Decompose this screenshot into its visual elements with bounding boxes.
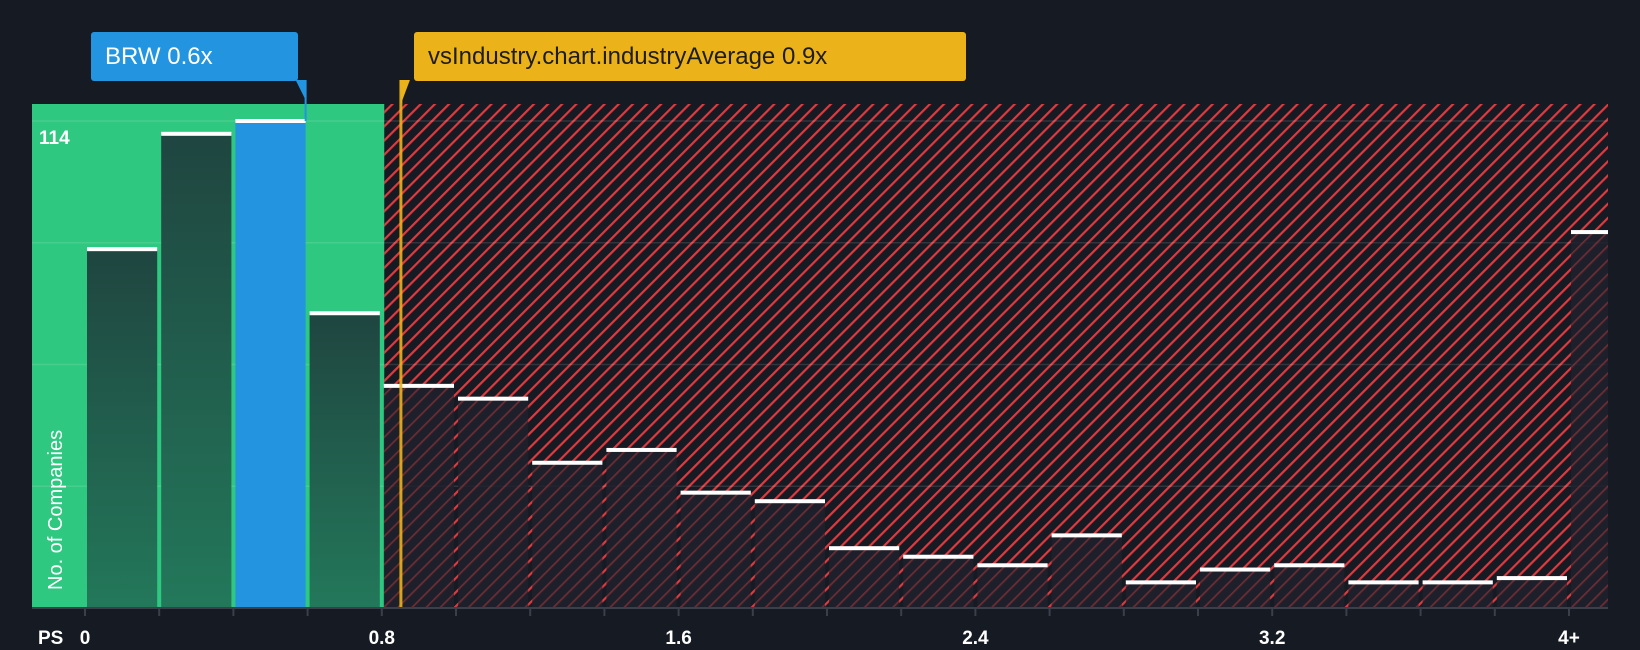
histogram-bar [1125,582,1196,608]
x-tick-label: 0 [80,628,91,649]
histogram-bar [606,449,677,608]
histogram-bar [903,556,974,608]
x-tick-label: 4+ [1558,628,1580,649]
bar-top-marker [606,447,677,452]
bar-top-marker [829,546,900,551]
histogram-bar [680,492,751,608]
bar-top-marker [754,499,825,504]
x-tick-label: 3.2 [1259,628,1285,649]
bar-top-marker [1422,580,1493,585]
x-axis-title: PS [38,628,63,649]
histogram-bar [754,501,825,608]
histogram-bar [977,565,1048,608]
histogram-bar [1348,582,1419,608]
industry-label-pointer [399,80,410,104]
histogram-bar [161,133,232,608]
x-tick-label: 0.8 [369,628,395,649]
histogram-bar [1496,578,1567,608]
bar-top-marker [532,460,603,465]
bar-top-marker [680,490,751,495]
histogram-bar [1422,582,1493,608]
histogram-bar [829,548,900,608]
histogram-bar [1274,565,1345,608]
histogram-bar [1200,569,1271,608]
x-tick-label: 1.6 [665,628,691,649]
histogram-bar [1571,232,1608,608]
industry-average-label: vsIndustry.chart.industryAverage 0.9x [414,32,966,81]
bar-top-marker [903,554,974,559]
histogram-bar [235,121,306,608]
bar-top-marker [1125,580,1196,585]
bar-top-marker [977,563,1048,568]
bar-top-marker [235,119,306,123]
y-axis-title: No. of Companies [45,430,67,590]
histogram-bar [532,462,603,608]
bar-top-marker [1200,567,1271,572]
bar-top-marker [458,396,529,401]
company-label-pointer [295,80,306,100]
bar-top-marker [87,247,158,252]
bar-top-marker [1496,576,1567,581]
bar-top-marker [1051,533,1122,538]
company-ps-label: BRW 0.6x [91,32,298,81]
histogram-bar [309,313,380,608]
histogram-bar [1051,535,1122,608]
x-tick-label: 2.4 [962,628,989,649]
histogram-bar [87,249,158,608]
bar-top-marker [383,383,454,388]
bar-top-marker [1274,563,1345,568]
y-tick-label-max: 114 [39,128,70,149]
bar-top-marker [1348,580,1419,585]
bar-top-marker [161,131,232,136]
bar-top-marker [1571,230,1608,235]
histogram-bar [383,385,454,608]
bar-top-marker [309,311,380,316]
histogram-bar [458,398,529,608]
